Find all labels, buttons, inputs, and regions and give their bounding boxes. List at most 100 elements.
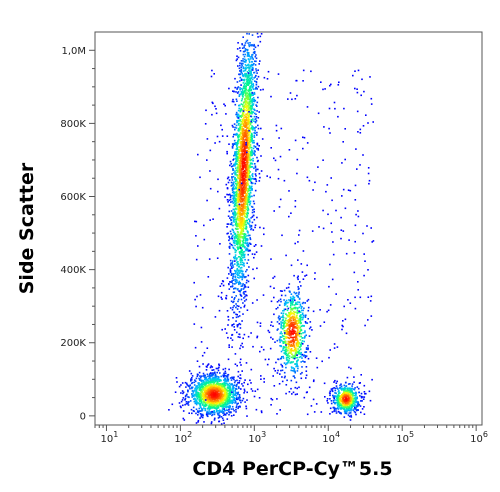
event-dot — [241, 187, 244, 190]
event-dot — [244, 42, 247, 44]
event-dot — [246, 309, 249, 311]
event-dot — [248, 106, 251, 109]
event-dot — [290, 369, 292, 372]
event-dot — [239, 125, 242, 128]
event-dot — [249, 179, 252, 181]
event-dot — [283, 302, 286, 305]
event-dot — [233, 288, 235, 290]
event-dot — [239, 243, 241, 246]
event-dot — [236, 281, 238, 283]
event-dot — [205, 388, 207, 390]
event-dot — [217, 386, 220, 388]
event-dot — [234, 276, 237, 279]
event-dot — [239, 257, 242, 259]
event-dot — [240, 266, 243, 269]
event-dot — [356, 396, 358, 398]
event-dot — [204, 379, 206, 381]
event-dot — [286, 332, 289, 335]
event-dot — [187, 402, 189, 404]
event-dot — [245, 48, 247, 51]
event-dot — [227, 181, 230, 184]
event-dot — [291, 369, 294, 372]
event-dot — [235, 207, 237, 210]
event-dot — [228, 368, 230, 371]
event-dot — [288, 290, 291, 292]
event-dot — [250, 55, 253, 58]
event-dot — [286, 302, 288, 304]
event-dot — [245, 198, 248, 200]
event-dot — [283, 304, 286, 307]
event-dot — [218, 412, 220, 415]
event-dot — [241, 123, 243, 125]
event-dot — [233, 236, 236, 238]
event-dot — [244, 98, 246, 100]
event-dot — [246, 171, 249, 174]
event-dot — [203, 421, 205, 423]
event-dot — [299, 343, 302, 346]
event-dot — [242, 131, 244, 134]
event-dot — [215, 380, 217, 382]
event-dot — [229, 386, 232, 388]
event-dot — [224, 378, 226, 380]
event-dot — [215, 409, 218, 411]
event-dot — [307, 318, 309, 320]
event-dot — [234, 103, 237, 106]
event-dot — [353, 394, 356, 397]
event-dot — [250, 205, 253, 208]
event-dot — [238, 223, 241, 225]
event-dot — [244, 212, 247, 215]
event-dot — [212, 369, 215, 371]
event-dot — [234, 86, 236, 89]
event-dot — [292, 299, 294, 302]
event-dot — [227, 232, 229, 235]
event-dot — [222, 383, 224, 385]
event-dot — [292, 308, 294, 310]
event-dot — [214, 399, 216, 402]
event-dot — [236, 268, 239, 270]
event-dot — [296, 364, 298, 366]
event-dot — [225, 375, 227, 377]
event-dot — [287, 349, 289, 351]
event-dot — [240, 210, 243, 212]
event-dot — [240, 189, 242, 192]
event-dot — [289, 313, 291, 316]
event-dot — [283, 323, 285, 325]
event-dot — [248, 90, 251, 92]
event-dot — [244, 101, 246, 103]
event-dot — [242, 256, 244, 259]
event-dot — [227, 324, 229, 326]
event-dot — [236, 180, 239, 183]
event-dot — [199, 394, 202, 396]
event-dot — [251, 153, 253, 156]
event-dot — [293, 336, 296, 338]
event-dot — [294, 332, 296, 334]
event-dot — [298, 386, 300, 389]
event-dot — [242, 58, 244, 60]
event-dot — [283, 338, 285, 340]
event-dot — [245, 298, 248, 301]
event-dot — [306, 300, 309, 302]
event-dot — [253, 256, 255, 259]
event-dot — [245, 208, 248, 210]
event-dot — [237, 382, 239, 384]
event-dot — [300, 325, 303, 328]
event-dot — [234, 363, 237, 365]
event-dot — [192, 398, 195, 400]
event-dot — [296, 340, 299, 342]
event-dot — [196, 394, 198, 396]
event-dot — [245, 281, 248, 284]
event-dot — [225, 382, 227, 385]
event-dot — [235, 158, 237, 160]
event-dot — [254, 130, 256, 132]
event-dot — [238, 274, 240, 276]
event-dot — [330, 402, 333, 405]
event-dot — [249, 44, 252, 46]
event-dot — [201, 386, 203, 388]
event-dot — [191, 412, 193, 415]
event-dot — [285, 345, 288, 348]
event-dot — [240, 146, 242, 148]
event-dot — [237, 336, 240, 338]
event-dot — [238, 198, 241, 201]
event-dot — [231, 281, 233, 283]
event-dot — [244, 237, 247, 239]
